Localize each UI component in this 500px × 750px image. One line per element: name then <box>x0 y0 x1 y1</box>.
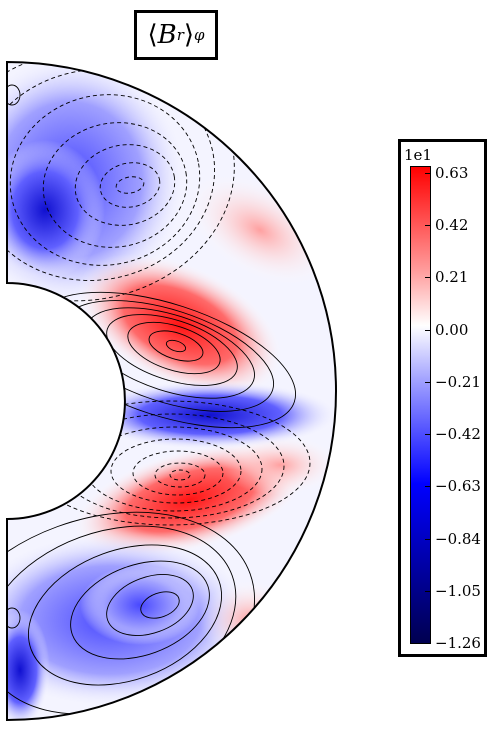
title-subscript-phi: φ <box>194 26 205 44</box>
colorbar-tick-label: −0.84 <box>435 529 481 548</box>
red-light-south <box>220 435 336 495</box>
colorbar-tick-mark <box>425 381 431 383</box>
colorbar-tick-mark <box>425 538 431 540</box>
title-subscript-r: r <box>176 26 184 44</box>
blue-band-equator <box>80 380 336 450</box>
colorbar-tick-mark <box>425 590 431 592</box>
blue-core-south <box>80 565 200 645</box>
field-map <box>7 62 336 720</box>
colorbar-tick-label: 0.63 <box>435 164 469 182</box>
colorbar-tick-mark <box>425 329 431 331</box>
colorbar-tick-mark <box>425 486 431 488</box>
colorbar-tick-label: 0.21 <box>435 268 469 287</box>
blue-core-pole-south <box>7 610 50 720</box>
title-main: B <box>157 20 177 50</box>
colorbar-tick-label: −0.42 <box>435 425 481 444</box>
colorbar-tick-label: −0.21 <box>435 372 481 391</box>
colorbar-tick-label: −0.63 <box>435 477 481 496</box>
red-light-southeast <box>200 580 300 660</box>
colorbar-tick-mark <box>425 277 431 279</box>
title-close-angle: ⟩ <box>183 20 195 50</box>
colorbar-tick-mark <box>425 173 431 174</box>
colorbar <box>410 166 431 644</box>
title-open-angle: ⟨ <box>147 20 158 50</box>
colorbar-tick-mark <box>425 643 431 644</box>
colorbar-tick-label: −1.05 <box>435 581 481 600</box>
annulus-boundary <box>6 60 337 722</box>
colorbar-tick-mark <box>425 225 431 227</box>
colorbar-tick-label: 0.42 <box>435 216 469 235</box>
red-band-north <box>77 253 283 397</box>
colorbar-tick-label: 0.00 <box>435 320 469 339</box>
colorbar-multiplier: 1e1 <box>404 146 432 164</box>
colorbar-tick-label: −1.26 <box>435 634 481 652</box>
colorbar-tick-mark <box>425 434 431 436</box>
blue-core-north <box>7 140 105 280</box>
